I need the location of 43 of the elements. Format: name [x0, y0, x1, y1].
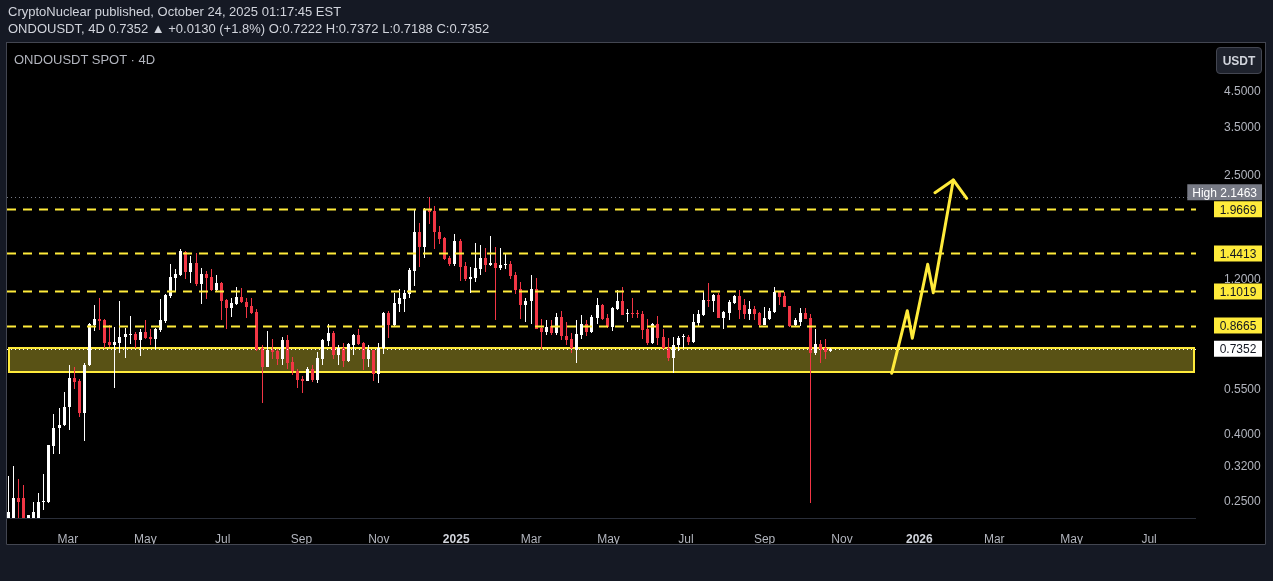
x-tick-label: Jul	[678, 531, 694, 546]
candlestick	[707, 283, 710, 307]
ref-line-label: 0.8665	[1219, 318, 1257, 333]
text: ONDOUSDT SPOT · 4D	[14, 52, 156, 67]
x-tick-label: May	[133, 531, 157, 546]
x-tick-label: Jul	[1141, 531, 1157, 546]
x-tick-label: Mar	[520, 531, 542, 546]
y-tick-label: 0.2500	[1224, 494, 1262, 509]
text: ONDOUSDT, 4D 0.7352 ▲ +0.0130 (+1.8%) O:0.7222 H:0.7372 L:0.7188 C:0.7352	[8, 20, 490, 37]
y-tick-label: 0.5500	[1224, 382, 1262, 397]
ref-line-label: 1.1019	[1219, 284, 1257, 299]
x-tick-label: Jul	[215, 531, 231, 546]
x-tick-label: May	[597, 531, 620, 546]
candlestick	[631, 298, 634, 318]
y-tick-label: 0.4000	[1224, 427, 1262, 442]
y-tick-label: 1.2000	[1224, 271, 1262, 286]
y-tick-label: 2.5000	[1224, 167, 1262, 182]
x-tick-label: 2025	[442, 531, 470, 546]
candlestick	[271, 339, 274, 359]
candlestick	[469, 267, 472, 293]
candlestick	[42, 474, 45, 510]
candlestick	[58, 408, 61, 454]
ref-line-label: 0.7352	[1219, 342, 1257, 357]
y-tick-label: 3.5000	[1224, 119, 1262, 134]
x-tick-label: Nov	[831, 531, 853, 546]
x-tick-label: Nov	[368, 531, 390, 546]
text: CryptoNuclear published, October 24, 2025 01:17:45 EST	[8, 3, 343, 20]
x-tick-label: Sep	[753, 531, 776, 546]
y-tick-label: 4.5000	[1224, 84, 1262, 99]
y-tick-label: 0.3200	[1224, 459, 1262, 474]
x-tick-label: Sep	[290, 531, 313, 546]
x-tick-label: 2026	[906, 531, 934, 546]
x-tick-label: May	[1060, 531, 1083, 546]
candlestick	[626, 309, 629, 322]
ref-line-label: 1.9669	[1219, 202, 1257, 217]
x-tick-label: Mar	[983, 531, 1005, 546]
candlestick	[98, 298, 101, 330]
candlestick	[129, 316, 132, 344]
ref-line-label: 1.4413	[1219, 246, 1257, 261]
ref-line-label: High 2.1463	[1192, 185, 1258, 200]
x-tick-label: Mar	[57, 531, 79, 546]
candlestick	[17, 479, 20, 518]
y-axis-title: USDT	[1216, 47, 1262, 74]
